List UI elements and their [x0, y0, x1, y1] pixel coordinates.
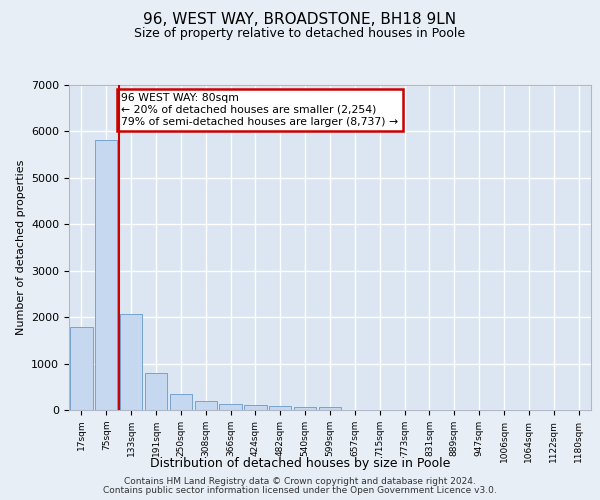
Bar — [269, 406, 292, 410]
Bar — [70, 328, 92, 410]
Text: Contains public sector information licensed under the Open Government Licence v3: Contains public sector information licen… — [103, 486, 497, 495]
Bar — [145, 373, 167, 410]
Bar — [319, 408, 341, 410]
Bar — [220, 404, 242, 410]
Text: Size of property relative to detached houses in Poole: Size of property relative to detached ho… — [134, 28, 466, 40]
Bar — [95, 140, 118, 410]
Bar — [194, 401, 217, 410]
Y-axis label: Number of detached properties: Number of detached properties — [16, 160, 26, 335]
Text: 96 WEST WAY: 80sqm
← 20% of detached houses are smaller (2,254)
79% of semi-deta: 96 WEST WAY: 80sqm ← 20% of detached hou… — [121, 94, 398, 126]
Bar — [244, 406, 266, 410]
Text: Contains HM Land Registry data © Crown copyright and database right 2024.: Contains HM Land Registry data © Crown c… — [124, 477, 476, 486]
Bar — [294, 406, 316, 410]
Bar — [120, 314, 142, 410]
Text: Distribution of detached houses by size in Poole: Distribution of detached houses by size … — [150, 458, 450, 470]
Text: 96, WEST WAY, BROADSTONE, BH18 9LN: 96, WEST WAY, BROADSTONE, BH18 9LN — [143, 12, 457, 28]
Bar — [170, 394, 192, 410]
